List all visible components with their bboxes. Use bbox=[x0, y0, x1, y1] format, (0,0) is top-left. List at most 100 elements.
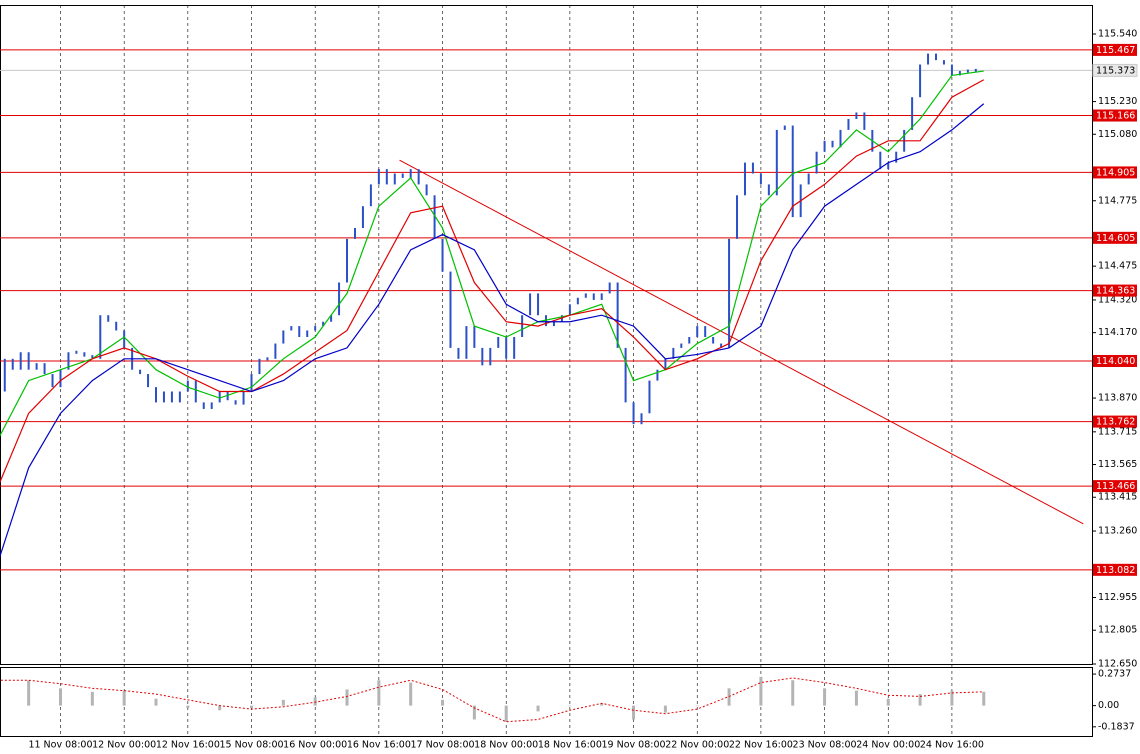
osc-tick-label: -0.1837 bbox=[1098, 721, 1135, 732]
price-bar bbox=[815, 151, 818, 174]
price-bar bbox=[497, 337, 500, 348]
x-tick-label: 12 Nov 00:00 bbox=[92, 740, 156, 751]
price-bar bbox=[775, 129, 778, 196]
price-bar bbox=[401, 173, 404, 178]
price-bar bbox=[139, 369, 142, 375]
y-tick-label: 115.230 bbox=[1098, 96, 1137, 107]
y-tick-label: 113.415 bbox=[1098, 492, 1137, 503]
price-bar bbox=[521, 315, 524, 338]
x-tick-label: 11 Nov 08:00 bbox=[28, 740, 92, 751]
price-bar bbox=[489, 347, 492, 366]
y-tick-label: 115.540 bbox=[1098, 28, 1137, 39]
level-label: 115.166 bbox=[1096, 111, 1135, 122]
osc-histogram-bar bbox=[345, 689, 349, 706]
price-bar bbox=[974, 68, 977, 72]
price-bar bbox=[210, 402, 213, 409]
price-bar bbox=[656, 369, 659, 381]
x-tick-label: 16 Nov 16:00 bbox=[347, 740, 411, 751]
level-label-box bbox=[1093, 415, 1137, 428]
level-label: 114.040 bbox=[1096, 356, 1135, 367]
price-bar bbox=[234, 400, 237, 405]
price-bar bbox=[720, 343, 723, 348]
price-bar bbox=[306, 330, 309, 338]
price-bar bbox=[568, 304, 571, 316]
price-bar bbox=[919, 64, 922, 98]
price-bar bbox=[672, 347, 675, 359]
price-bar bbox=[457, 347, 460, 359]
price-bar bbox=[576, 297, 579, 305]
price-bar bbox=[353, 228, 356, 239]
y-tick-label: 113.715 bbox=[1098, 426, 1137, 437]
price-bar bbox=[927, 53, 930, 65]
price-bar bbox=[3, 358, 6, 392]
price-bar bbox=[425, 184, 428, 196]
osc-histogram-bar bbox=[854, 690, 858, 706]
level-label: 113.762 bbox=[1096, 417, 1135, 428]
level-label-box bbox=[1093, 109, 1137, 122]
price-bar bbox=[935, 53, 937, 61]
price-bar bbox=[99, 315, 102, 359]
price-bar bbox=[274, 343, 277, 359]
price-bar bbox=[330, 315, 333, 322]
level-label: 115.467 bbox=[1096, 45, 1135, 56]
price-bar bbox=[680, 343, 683, 348]
price-bar bbox=[35, 363, 38, 370]
osc-histogram-bar bbox=[536, 705, 540, 712]
price-bar bbox=[346, 238, 349, 283]
moving-average bbox=[0, 79, 985, 484]
price-bar bbox=[584, 293, 587, 298]
osc-histogram-bar bbox=[663, 705, 667, 713]
osc-histogram-bar bbox=[823, 688, 827, 706]
price-bar bbox=[791, 125, 794, 218]
price-bar bbox=[409, 169, 412, 178]
price-bar bbox=[75, 350, 78, 354]
level-label: 113.466 bbox=[1096, 481, 1135, 492]
price-bar bbox=[552, 321, 555, 327]
price-bar bbox=[43, 363, 46, 375]
price-bar bbox=[449, 271, 452, 348]
price-bar bbox=[751, 162, 754, 174]
price-bar bbox=[736, 195, 739, 239]
osc-histogram-bar bbox=[186, 705, 190, 708]
osc-tick-label: 0.00 bbox=[1098, 700, 1119, 711]
price-bar bbox=[91, 355, 94, 359]
price-bar bbox=[298, 326, 301, 338]
level-label: 114.363 bbox=[1096, 286, 1135, 297]
osc-histogram-bar bbox=[600, 703, 604, 706]
price-bar bbox=[27, 352, 30, 370]
osc-histogram-bar bbox=[791, 680, 795, 706]
price-bar bbox=[377, 169, 380, 185]
x-tick-label: 18 Nov 00:00 bbox=[474, 740, 538, 751]
x-tick-label: 24 Nov 00:00 bbox=[856, 740, 920, 751]
price-bar bbox=[831, 140, 834, 148]
trendline bbox=[399, 159, 1084, 525]
osc-histogram-bar bbox=[727, 688, 731, 706]
level-label: 113.082 bbox=[1096, 565, 1135, 576]
price-bar bbox=[266, 357, 269, 361]
price-bar bbox=[783, 125, 786, 130]
osc-histogram-bar bbox=[759, 676, 763, 706]
price-bar bbox=[322, 321, 325, 327]
price-bar bbox=[887, 162, 890, 170]
price-bar bbox=[712, 337, 715, 344]
osc-histogram-bar bbox=[313, 697, 317, 706]
level-label-box bbox=[1093, 354, 1137, 367]
price-bar bbox=[600, 293, 603, 300]
moving-average bbox=[0, 103, 985, 559]
level-label-box bbox=[1093, 284, 1137, 297]
x-tick-label: 17 Nov 08:00 bbox=[411, 740, 475, 751]
level-label-box bbox=[1093, 480, 1137, 493]
x-tick-label: 18 Nov 16:00 bbox=[538, 740, 602, 751]
osc-histogram-bar bbox=[218, 705, 222, 711]
price-bar bbox=[640, 413, 643, 425]
price-bar bbox=[847, 119, 850, 130]
level-label: 114.605 bbox=[1096, 233, 1135, 244]
price-bar bbox=[258, 358, 261, 375]
price-bar bbox=[688, 337, 691, 344]
x-tick-label: 16 Nov 00:00 bbox=[283, 740, 347, 751]
price-bar bbox=[218, 391, 221, 403]
price-bar bbox=[966, 69, 969, 73]
y-tick-label: 115.080 bbox=[1098, 129, 1137, 140]
osc-histogram-bar bbox=[281, 699, 285, 706]
level-label: 114.905 bbox=[1096, 167, 1135, 178]
